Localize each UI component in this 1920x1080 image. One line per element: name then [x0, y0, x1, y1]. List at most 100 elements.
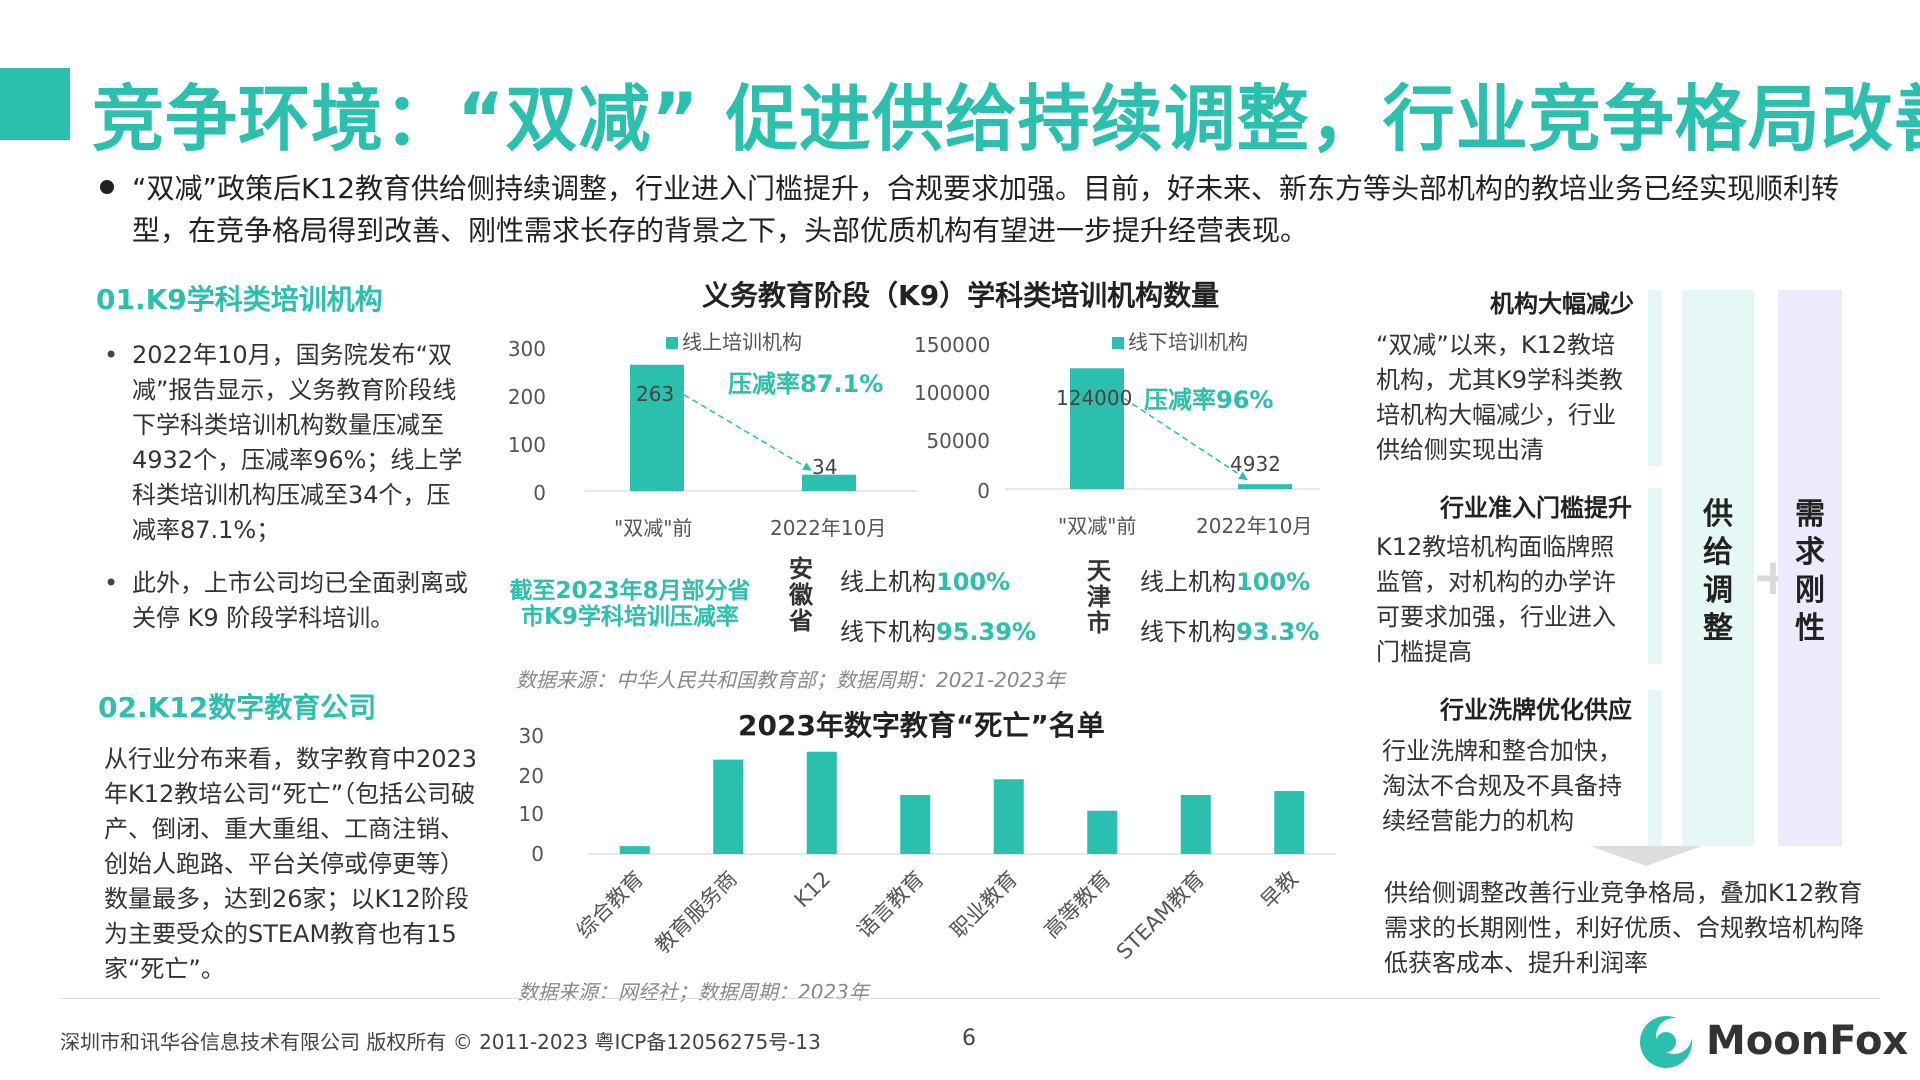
chart2-category-label: 高等教育	[1039, 867, 1115, 943]
online-tick-label: 200	[507, 385, 546, 409]
intro-bullet	[100, 180, 114, 194]
anhui-offline-rate: 线下机构95.39%	[840, 612, 1036, 647]
online-trend-arrow	[683, 394, 813, 472]
moonfox-logo-icon	[1640, 1016, 1692, 1068]
right-separator	[1648, 488, 1662, 664]
offline-tick-label: 50000	[926, 429, 990, 453]
right-text-2: K12教培机构面临牌照监管，对机构的办学许可要求加强，行业进入门槛提高	[1376, 533, 1616, 666]
offline-legend: 线下培训机构	[1112, 326, 1248, 355]
anhui-online-rate: 线上机构100%	[840, 562, 1010, 597]
chart2-tick-label: 10	[518, 802, 544, 826]
chart1-title: 义务教育阶段（K9）学科类培训机构数量	[702, 279, 1220, 312]
chart2-category-label: 教育服务商	[651, 867, 742, 958]
offline-tick-label: 150000	[914, 333, 991, 357]
chart2-category-label: K12	[790, 867, 836, 913]
death-count-bar	[1274, 791, 1305, 854]
online-rate-label: 压减率87.1%	[728, 370, 884, 398]
compression-title: 截至2023年8月部分省市K9学科培训压减率	[509, 578, 751, 630]
page-number: 6	[962, 1026, 976, 1051]
online-bar	[630, 364, 684, 491]
chart2-category-label: 语言教育	[852, 867, 928, 943]
offline-rate-value: 95.39%	[936, 618, 1036, 646]
chart2-category-label: 职业教育	[946, 867, 1022, 943]
online-rate-value: 100%	[936, 568, 1011, 596]
arrow-down-icon	[1590, 846, 1702, 866]
right-text-3: 行业洗牌和整合加快，淘汰不合规及不具备持续经营能力的机构	[1382, 737, 1622, 835]
right-separator	[1648, 290, 1662, 466]
chart2-title: 2023年数字教育“死亡”名单	[738, 709, 1105, 742]
online-category-label: "双减"前	[614, 516, 693, 540]
demand-rigid-band	[1778, 290, 1842, 846]
offline-bar	[1070, 368, 1124, 489]
list-item: 2022年10月，国务院发布“双减”报告显示，义务教育阶段线下学科类培训机构数量…	[100, 338, 470, 548]
online-label: 线上机构	[1140, 568, 1236, 596]
intro-text: “双减”政策后K12教育供给侧持续调整，行业进入门槛提升，合规要求加强。目前，好…	[132, 172, 1840, 247]
online-label: 线上机构	[840, 568, 936, 596]
death-count-bar	[900, 795, 931, 854]
section1-list: 2022年10月，国务院发布“双减”报告显示，义务教育阶段线下学科类培训机构数量…	[100, 338, 470, 654]
source-note-1: 数据来源：中华人民共和国教育部；数据周期：2021-2023年	[516, 668, 1066, 692]
title-accent-bar	[0, 68, 70, 140]
offline-value-label: 124000	[1056, 386, 1133, 410]
online-tick-label: 0	[533, 481, 546, 505]
tianjin-offline-rate: 线下机构93.3%	[1140, 612, 1319, 647]
offline-tick-label: 0	[977, 479, 990, 503]
province-name-anhui: 安徽省	[789, 555, 813, 635]
offline-rate-label: 压减率96%	[1144, 386, 1274, 414]
offline-category-label: 2022年10月	[1196, 514, 1313, 538]
legend-swatch	[1112, 337, 1124, 349]
online-legend-label: 线上培训机构	[682, 330, 802, 354]
death-count-bar	[619, 846, 650, 854]
offline-legend-label: 线下培训机构	[1128, 330, 1248, 354]
death-count-bar	[993, 779, 1024, 854]
offline-rate-value: 93.3%	[1236, 618, 1320, 646]
online-arrow-head	[802, 462, 812, 471]
chart2-category-label: 早教	[1256, 867, 1303, 914]
online-tick-label: 300	[507, 337, 546, 361]
section2-title: 02.K12数字教育公司	[98, 691, 377, 724]
legend-swatch	[666, 337, 678, 349]
offline-trend-arrow	[1123, 397, 1249, 481]
offline-arrow-head	[1238, 471, 1248, 481]
page-title: 竞争环境：“双减” 促进供给持续调整，行业竞争格局改善	[92, 77, 1920, 161]
online-value-label: 34	[812, 455, 838, 479]
death-count-bar	[713, 759, 744, 854]
chart1-marks	[585, 364, 1320, 492]
death-count-bar	[1180, 795, 1211, 854]
tianjin-online-rate: 线上机构100%	[1140, 562, 1310, 597]
footer-copyright: 深圳市和讯华谷信息技术有限公司 版权所有 © 2011-2023 粤ICP备12…	[60, 1030, 821, 1054]
right-separator	[1648, 690, 1662, 846]
right-heading-1: 机构大幅减少	[1490, 290, 1634, 318]
chart2-tick-label: 30	[518, 724, 544, 748]
demand-rigid-label: 需求刚性	[1795, 497, 1825, 646]
offline-label: 线下机构	[1140, 618, 1236, 646]
list-item: 此外，上市公司均已全面剥离或关停 K9 阶段学科培训。	[100, 566, 470, 636]
online-category-label: 2022年10月	[770, 516, 887, 540]
source-note-2: 数据来源：网经社；数据周期：2023年	[518, 980, 869, 1004]
right-heading-3: 行业洗牌优化供应	[1440, 696, 1632, 724]
online-legend: 线上培训机构	[666, 326, 802, 355]
online-bar	[802, 474, 856, 491]
supply-adjust-label: 供给调整	[1703, 497, 1733, 646]
province-name-tianjin: 天津市	[1087, 557, 1111, 637]
offline-value-label: 4932	[1230, 452, 1281, 476]
online-value-label: 263	[636, 382, 675, 406]
right-text-1: “双减”以来，K12教培机构，尤其K9学科类教培机构大幅减少，行业供给侧实现出清	[1376, 331, 1624, 464]
offline-tick-label: 100000	[914, 381, 991, 405]
conclusion-text: 供给侧调整改善行业竞争格局，叠加K12教育需求的长期刚性，利好优质、合规教培机构…	[1384, 879, 1864, 977]
footer-divider	[60, 998, 1880, 999]
death-count-bar	[806, 751, 837, 854]
chart2-tick-label: 0	[531, 842, 544, 866]
chart2-tick-label: 20	[518, 764, 544, 788]
chart2-category-label: STEAM教育	[1112, 867, 1210, 965]
online-rate-value: 100%	[1236, 568, 1311, 596]
offline-bar	[1238, 484, 1292, 489]
offline-label: 线下机构	[840, 618, 936, 646]
supply-adjust-band	[1682, 290, 1754, 846]
section2-text: 从行业分布来看，数字教育中2023年K12教培公司“死亡”（包括公司破产、倒闭、…	[104, 745, 478, 983]
offline-category-label: "双减"前	[1058, 514, 1137, 538]
section1-title: 01.K9学科类培训机构	[96, 283, 383, 316]
online-tick-label: 100	[507, 433, 546, 457]
